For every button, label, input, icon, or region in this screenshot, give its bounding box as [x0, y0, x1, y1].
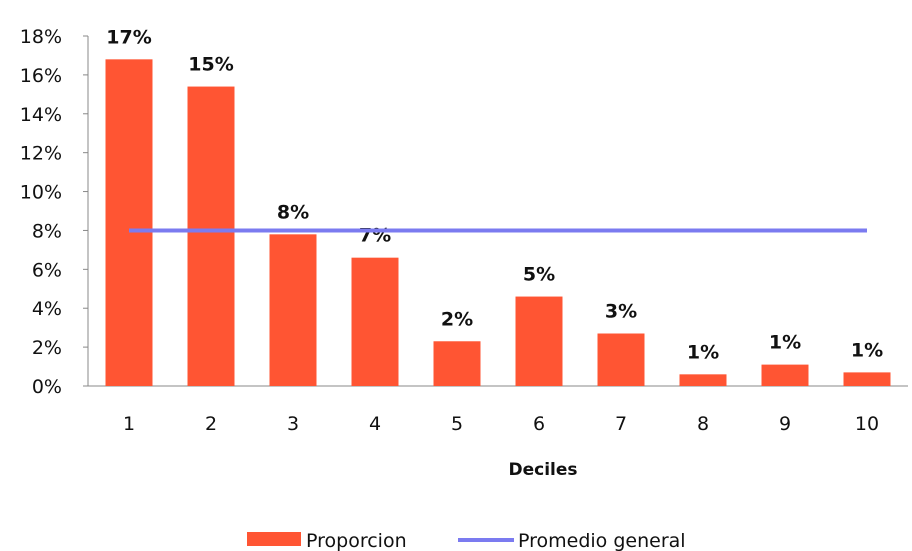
y-tick-label: 14%	[20, 104, 62, 126]
legend-label-proporcion: Proporcion	[306, 530, 407, 551]
y-tick-label: 8%	[32, 220, 62, 242]
bar-data-label: 5%	[523, 264, 555, 286]
legend: Proporcion Promedio general	[247, 530, 686, 551]
y-tick-label: 16%	[20, 65, 62, 87]
bar-decile-4	[351, 257, 399, 386]
x-tick-label: 4	[369, 413, 381, 435]
x-axis-title: Deciles	[508, 460, 577, 480]
x-tick-label: 3	[287, 413, 299, 435]
bar-data-label: 3%	[605, 301, 637, 323]
y-tick-label: 10%	[20, 182, 62, 204]
bar-data-label: 7%	[359, 225, 391, 247]
x-axis-ticks: 1 2 3 4 5 6 7 8 9 10	[123, 413, 879, 435]
bar-decile-6	[515, 296, 563, 386]
legend-swatch-proporcion	[247, 532, 301, 546]
bar-decile-8	[679, 374, 727, 386]
bar-data-label: 1%	[687, 341, 719, 363]
bar-data-label: 2%	[441, 308, 473, 330]
y-tick-label: 12%	[20, 143, 62, 165]
bar-series	[105, 59, 891, 387]
y-tick-label: 2%	[32, 337, 62, 359]
bar-decile-9	[761, 364, 809, 386]
x-tick-label: 10	[855, 413, 879, 435]
x-tick-label: 8	[697, 413, 709, 435]
x-tick-label: 7	[615, 413, 627, 435]
bar-decile-10	[843, 372, 891, 386]
bar-decile-1	[105, 59, 153, 386]
bar-data-labels: 17% 15% 8% 7% 2% 5% 3% 1% 1% 1%	[106, 26, 883, 363]
bar-data-label: 1%	[851, 339, 883, 361]
x-tick-label: 5	[451, 413, 463, 435]
y-tick-label: 4%	[32, 298, 62, 320]
y-tick-label: 6%	[32, 259, 62, 281]
legend-label-promedio-general: Promedio general	[518, 530, 686, 551]
bar-data-label: 15%	[188, 54, 233, 76]
bar-data-label: 17%	[106, 26, 151, 48]
y-axis-ticks: 0% 2% 4% 6% 8% 10% 12% 14% 16% 18%	[20, 26, 88, 398]
bar-decile-3	[269, 234, 317, 386]
x-tick-label: 9	[779, 413, 791, 435]
bar-decile-2	[187, 86, 235, 387]
y-tick-label: 0%	[32, 376, 62, 398]
x-tick-label: 1	[123, 413, 135, 435]
x-tick-label: 2	[205, 413, 217, 435]
bar-decile-5	[433, 341, 481, 386]
bar-decile-7	[597, 333, 645, 386]
x-tick-label: 6	[533, 413, 545, 435]
bar-data-label: 1%	[769, 332, 801, 354]
y-tick-label: 18%	[20, 26, 62, 48]
bar-data-label: 8%	[277, 201, 309, 223]
